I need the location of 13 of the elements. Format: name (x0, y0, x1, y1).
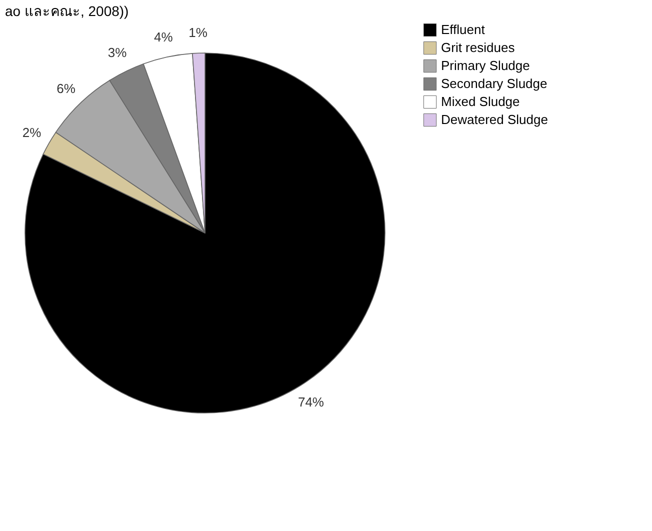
legend-label: Secondary Sludge (441, 76, 548, 91)
legend-label: Mixed Sludge (441, 94, 520, 109)
legend-label: Grit residues (441, 40, 516, 55)
data-label: 3% (108, 45, 128, 60)
data-label: 74% (298, 394, 324, 410)
text: ao และคณะ, 2008)) (5, 3, 129, 19)
legend-label: Dewatered Sludge (441, 112, 548, 127)
data-label: 2% (22, 125, 42, 140)
data-label: 6% (56, 81, 76, 96)
legend-label: Primary Sludge (441, 58, 530, 73)
data-label: 1% (188, 25, 208, 40)
legend-label: Effluent (441, 22, 486, 37)
data-label: 4% (154, 29, 174, 44)
